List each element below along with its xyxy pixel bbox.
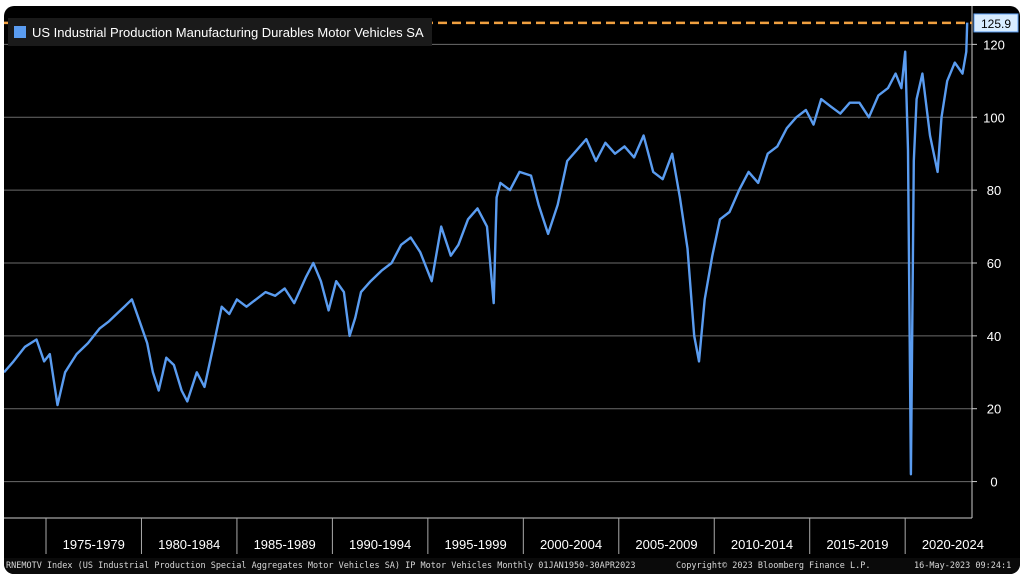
ytick-label-40: 40 [987,329,1001,344]
ytick-label-100: 100 [983,110,1005,125]
xtick-label-1985-1989: 1985-1989 [254,537,316,552]
xtick-label-2005-2009: 2005-2009 [635,537,697,552]
xtick-label-1995-1999: 1995-1999 [445,537,507,552]
legend-swatch [14,26,26,38]
series-line-0 [4,22,969,476]
footer-bar: RNEMOTV Index (US Industrial Production … [4,558,1020,574]
ytick-label-120: 120 [983,37,1005,52]
max-value-label: 125.9 [981,17,1011,31]
xtick-label-2020-2024: 2020-2024 [922,537,984,552]
legend: US Industrial Production Manufacturing D… [8,18,432,46]
xtick-label-2015-2019: 2015-2019 [826,537,888,552]
ytick-label-0: 0 [990,475,997,490]
footer-source: RNEMOTV Index (US Industrial Production … [6,561,636,571]
chart-title: US Industrial Production Manufacturing D… [32,24,424,40]
xtick-label-1975-1979: 1975-1979 [63,537,125,552]
chart-panel: 0 20 40 60 80 100 120 1975-1979 1980-1984 1985-19… [4,6,1020,574]
ytick-label-20: 20 [987,402,1001,417]
ytick-label-60: 60 [987,256,1001,271]
footer-timestamp: 16-May-2023 09:24:1 [914,561,1012,571]
xtick-label-1990-1994: 1990-1994 [349,537,411,552]
footer-copyright: Copyright© 2023 Bloomberg Finance L.P. [676,561,871,571]
max-value-badge [973,13,1019,33]
xtick-label-2010-2014: 2010-2014 [731,537,793,552]
xtick-label-2000-2004: 2000-2004 [540,537,602,552]
ytick-label-80: 80 [987,183,1001,198]
line-chart: 0 20 40 60 80 100 120 1975-1979 1980-1984 1985-19… [4,6,1019,554]
xtick-label-1980-1984: 1980-1984 [158,537,220,552]
